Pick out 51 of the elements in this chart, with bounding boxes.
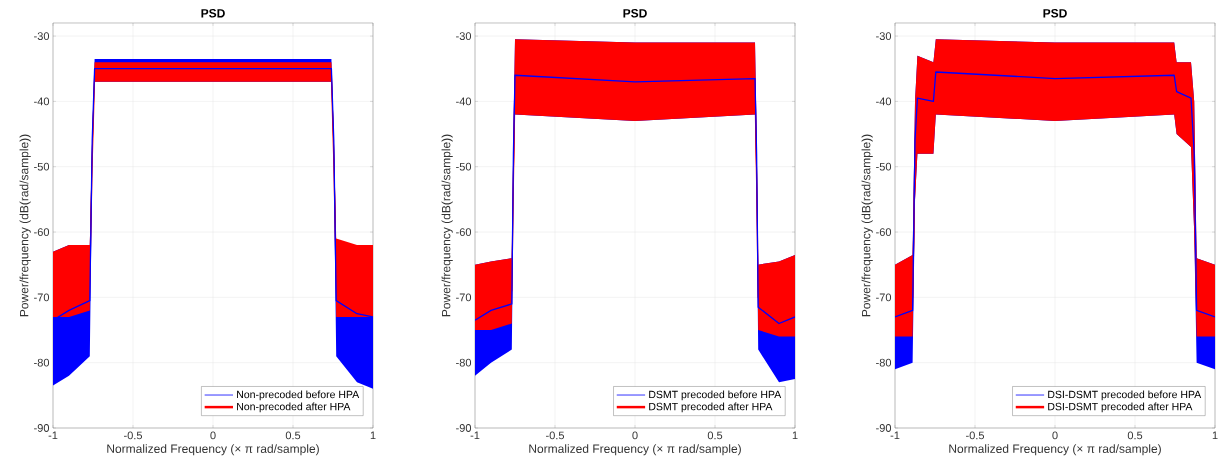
y-tick-label: -50 bbox=[34, 162, 50, 171]
y-tick-label: -40 bbox=[456, 97, 472, 106]
y-tick-label: -40 bbox=[34, 97, 50, 106]
y-tick-label: -80 bbox=[876, 358, 892, 367]
x-tick-label: -1 bbox=[470, 431, 480, 440]
x-tick-label: 0 bbox=[1052, 431, 1058, 440]
x-tick-label: -0.5 bbox=[124, 431, 143, 440]
legend-label: DSI-DSMT precoded after HPA bbox=[1048, 402, 1193, 413]
legend-label: Non-precoded before HPA bbox=[237, 390, 360, 401]
y-tick-label: -90 bbox=[456, 424, 472, 432]
y-tick-label: -40 bbox=[876, 97, 892, 106]
y-axis-title: Power/frequency (dB(rad/sample)) bbox=[441, 134, 453, 317]
chart-title: PSD bbox=[201, 9, 225, 18]
y-tick-label: -90 bbox=[34, 424, 50, 432]
x-axis-title: Normalized Frequency (× π rad/sample) bbox=[107, 444, 319, 456]
x-tick-label: 0.5 bbox=[285, 431, 301, 440]
legend-label: DSI-DSMT precoded before HPA bbox=[1048, 390, 1202, 401]
x-axis-title: Normalized Frequency (× π rad/sample) bbox=[949, 444, 1161, 456]
y-tick-label: -50 bbox=[876, 162, 892, 171]
y-tick-label: -80 bbox=[34, 358, 50, 367]
x-tick-label: -0.5 bbox=[966, 431, 985, 440]
x-tick-label: 0 bbox=[210, 431, 216, 440]
legend-label: DSMT precoded after HPA bbox=[649, 402, 773, 413]
x-tick-label: -1 bbox=[890, 431, 900, 440]
legend-label: DSMT precoded before HPA bbox=[649, 390, 782, 401]
x-tick-label: 0.5 bbox=[707, 431, 723, 440]
y-tick-label: -30 bbox=[456, 32, 472, 40]
x-tick-label: -1 bbox=[48, 431, 58, 440]
x-tick-label: 1 bbox=[370, 431, 376, 440]
y-tick-label: -30 bbox=[876, 32, 892, 40]
y-tick-label: -80 bbox=[456, 358, 472, 367]
y-tick-label: -70 bbox=[876, 293, 892, 302]
chart-title: PSD bbox=[623, 9, 647, 18]
x-tick-label: 0 bbox=[632, 431, 638, 440]
y-tick-label: -90 bbox=[876, 424, 892, 432]
y-axis-title: Power/frequency (dB(rad/sample)) bbox=[19, 134, 31, 317]
x-tick-label: -0.5 bbox=[546, 431, 565, 440]
x-tick-label: 0.5 bbox=[1127, 431, 1143, 440]
y-axis-title: Power/frequency (dB(rad/sample)) bbox=[861, 134, 873, 317]
chart-title: PSD bbox=[1043, 9, 1067, 18]
legend-label: Non-precoded after HPA bbox=[237, 402, 351, 413]
y-tick-label: -60 bbox=[876, 228, 892, 236]
x-tick-label: 1 bbox=[1212, 431, 1218, 440]
y-tick-label: -70 bbox=[456, 293, 472, 302]
x-axis-title: Normalized Frequency (× π rad/sample) bbox=[529, 444, 741, 456]
y-tick-label: -50 bbox=[456, 162, 472, 171]
y-tick-label: -70 bbox=[34, 293, 50, 302]
y-tick-label: -30 bbox=[34, 32, 50, 40]
y-tick-label: -60 bbox=[34, 228, 50, 236]
x-tick-label: 1 bbox=[792, 431, 798, 440]
y-tick-label: -60 bbox=[456, 228, 472, 236]
